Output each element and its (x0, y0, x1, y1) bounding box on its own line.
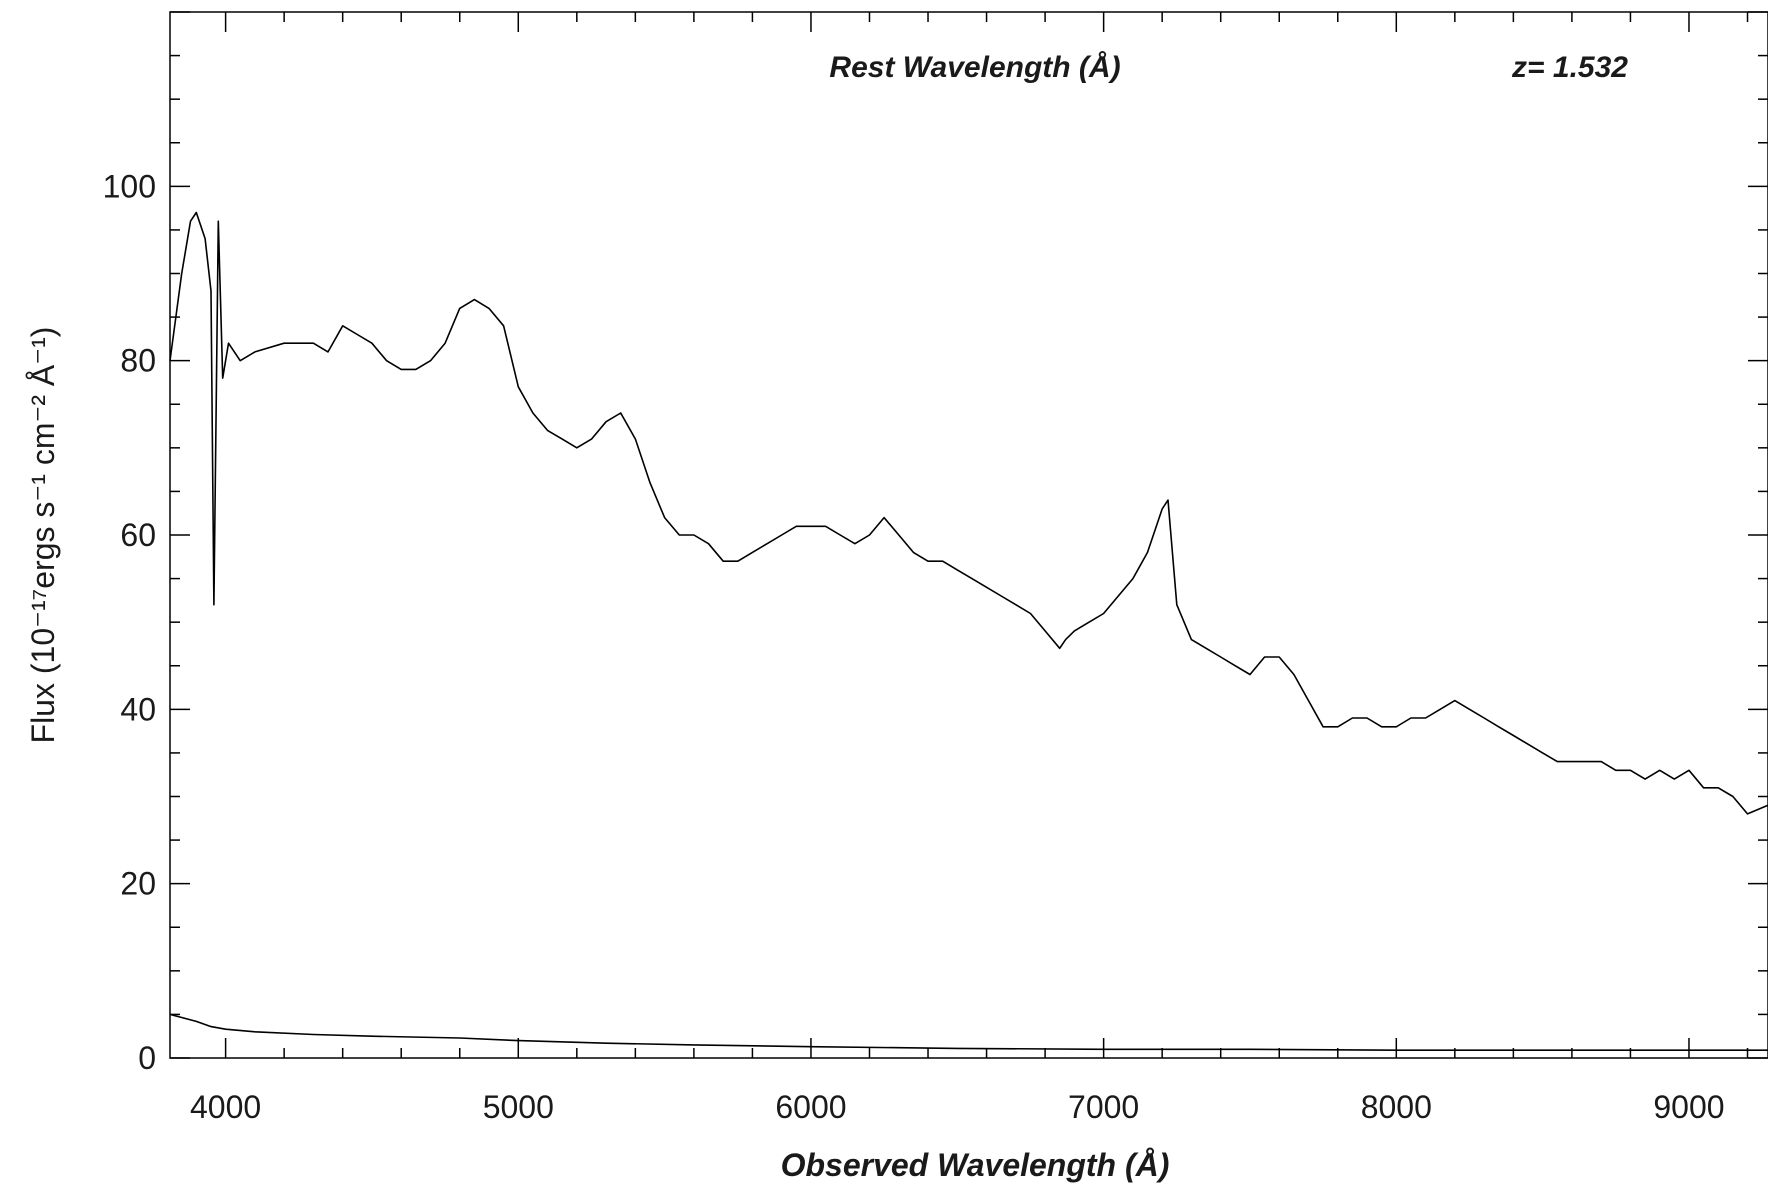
series-layer (169, 211, 1768, 1051)
y-tick-label: 60 (120, 517, 156, 553)
x-tick-label: 8000 (1361, 1089, 1432, 1125)
y-tick-label: 100 (103, 168, 156, 204)
y-tick-label: 80 (120, 343, 156, 379)
rest-wavelength-title: Rest Wavelength (Å) (829, 51, 1120, 84)
y-tick-label: 0 (138, 1040, 156, 1076)
y-axis-title: Flux (10⁻¹⁷ergs s⁻¹ cm⁻² Å⁻¹) (25, 327, 61, 744)
x-tick-label: 6000 (775, 1089, 846, 1125)
plot-frame (169, 11, 1768, 1059)
error-series-line (169, 1013, 1768, 1051)
x-axis-title: Observed Wavelength (Å) (781, 1147, 1170, 1183)
y-tick-label: 40 (120, 691, 156, 727)
x-tick-label: 9000 (1653, 1089, 1724, 1125)
redshift-annotation: z= 1.532 (1511, 51, 1628, 84)
flux-series-line (169, 211, 1768, 815)
y-tick-label: 20 (120, 866, 156, 902)
x-tick-label: 7000 (1068, 1089, 1139, 1125)
x-tick-label: 5000 (483, 1089, 554, 1125)
x-tick-label: 4000 (190, 1089, 261, 1125)
labels-layer: 4000 5000 6000 7000 8000 9000 0 20 40 60 80 100 (103, 168, 1725, 1125)
ticks-layer (170, 11, 1768, 1059)
